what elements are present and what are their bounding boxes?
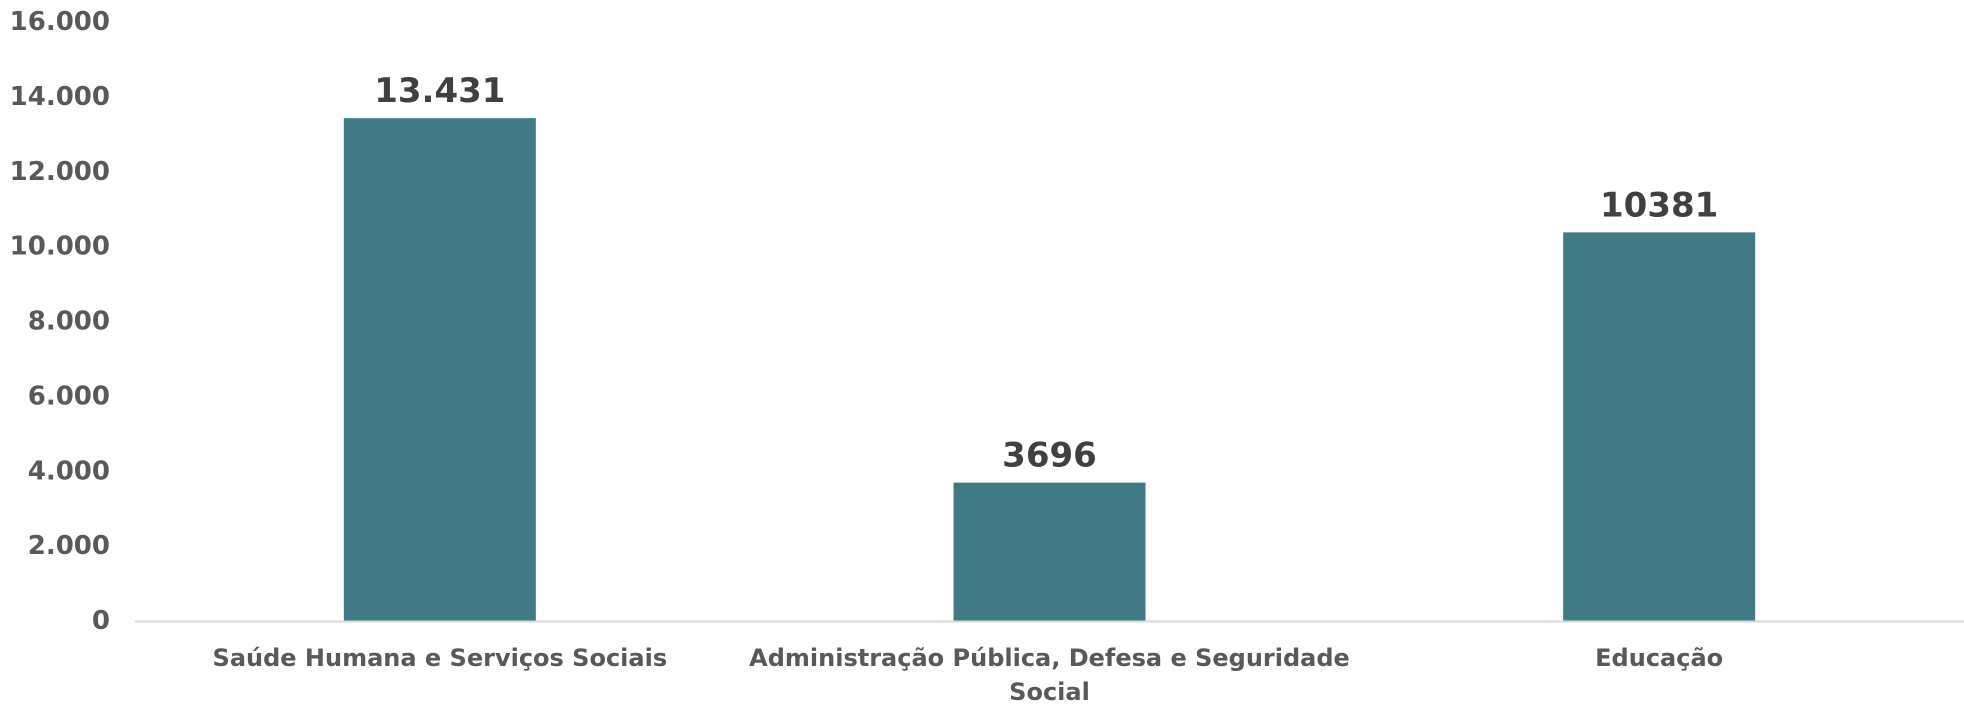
data-label: 13.431 xyxy=(374,71,505,111)
y-axis: 0 2.000 4.000 6.000 8.000 10.000 12.000 14.000 1… xyxy=(10,7,110,636)
y-tick-label: 10.000 xyxy=(10,232,110,262)
y-tick-label: 2.000 xyxy=(28,531,110,561)
y-tick-label: 8.000 xyxy=(28,307,110,337)
category-label: Saúde Humana e Serviços Sociais xyxy=(213,644,668,672)
bar xyxy=(343,118,536,621)
y-tick-label: 16.000 xyxy=(10,7,110,37)
category-label: Administração Pública, Defesa e Segurida… xyxy=(749,644,1350,672)
bar xyxy=(953,482,1146,621)
y-tick-label: 4.000 xyxy=(28,456,110,486)
category-label: Educação xyxy=(1595,644,1723,672)
category-label: Social xyxy=(1009,678,1090,705)
data-label: 3696 xyxy=(1002,436,1097,476)
bars xyxy=(343,118,1756,621)
y-tick-label: 12.000 xyxy=(10,157,110,187)
data-label: 10381 xyxy=(1600,185,1718,225)
y-tick-label: 0 xyxy=(92,606,110,636)
data-labels: 13.431 3696 10381 xyxy=(374,71,1718,475)
y-tick-label: 6.000 xyxy=(28,381,110,411)
bar xyxy=(1563,232,1756,621)
x-axis: Saúde Humana e Serviços Sociais Administr… xyxy=(213,644,1724,705)
y-tick-label: 14.000 xyxy=(10,82,110,112)
